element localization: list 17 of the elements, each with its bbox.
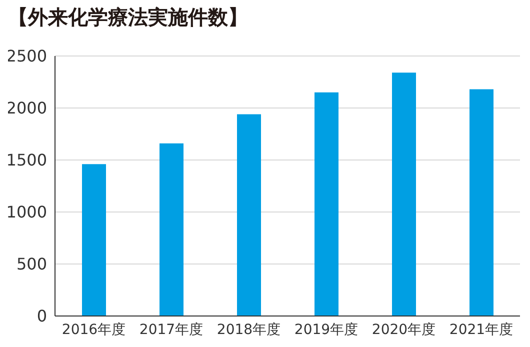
x-tick-label: 2019年度 xyxy=(294,322,358,338)
y-tick-label: 1500 xyxy=(6,150,47,170)
bar xyxy=(237,114,261,316)
bar xyxy=(82,164,106,316)
bar xyxy=(160,143,184,316)
x-tick-label: 2020年度 xyxy=(372,322,436,338)
y-tick-label: 1000 xyxy=(6,202,47,222)
x-tick-label: 2016年度 xyxy=(62,322,126,338)
x-tick-label: 2017年度 xyxy=(139,322,204,338)
x-tick-label: 2018年度 xyxy=(216,322,281,338)
bar xyxy=(470,89,494,316)
x-tick-label: 2021年度 xyxy=(449,322,514,338)
bar xyxy=(392,72,416,316)
y-tick-label: 500 xyxy=(16,254,47,274)
chart-title: 【外来化学療法実施件数】 xyxy=(8,4,249,31)
bar xyxy=(314,92,338,316)
y-tick-label: 0 xyxy=(36,306,47,326)
